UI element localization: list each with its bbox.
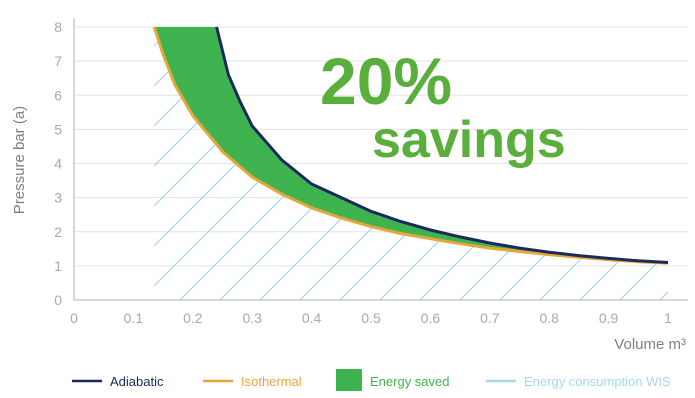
energy-saved-area — [154, 27, 668, 264]
y-tick-label: 0 — [54, 292, 62, 308]
x-tick-label: 0.9 — [599, 310, 619, 326]
savings-word: savings — [372, 111, 566, 169]
legend-item: Energy saved — [336, 369, 450, 391]
y-tick-label: 1 — [54, 258, 62, 274]
y-tick-label: 6 — [54, 87, 62, 103]
legend-item: Adiabatic — [72, 374, 164, 389]
y-tick-label: 7 — [54, 53, 62, 69]
savings-percent: 20% — [320, 44, 452, 118]
y-tick-label: 8 — [54, 19, 62, 35]
hatch-line — [619, 27, 668, 300]
x-tick-labels: 0 0.1 0.2 0.3 0.4 0.5 0.6 0.7 0.8 0.9 1 — [70, 310, 672, 326]
x-tick-label: 0.3 — [242, 310, 262, 326]
x-tick-label: 0.4 — [302, 310, 322, 326]
hatch-line — [0, 0, 60, 300]
x-tick-label: 0 — [70, 310, 78, 326]
x-tick-label: 0.2 — [183, 310, 203, 326]
y-tick-label: 5 — [54, 121, 62, 137]
legend-label: Energy saved — [370, 374, 450, 389]
hatch-line — [579, 27, 668, 300]
legend-label: Adiabatic — [110, 374, 164, 389]
hatch-line — [659, 27, 668, 300]
legend: Adiabatic Isothermal Energy saved Energy co… — [72, 369, 671, 391]
y-tick-labels: 0 1 2 3 4 5 6 7 8 — [54, 19, 62, 308]
adiabatic-line — [215, 26, 669, 264]
legend-label: Isothermal — [241, 374, 302, 389]
y-tick-label: 4 — [54, 156, 62, 172]
y-tick-label: 3 — [54, 190, 62, 206]
x-tick-label: 0.7 — [480, 310, 500, 326]
x-tick-label: 0.8 — [539, 310, 559, 326]
legend-item: Isothermal — [203, 374, 302, 389]
y-tick-label: 2 — [54, 224, 62, 240]
legend-label: Energy consumption WIS — [524, 374, 671, 389]
legend-swatch — [336, 369, 362, 391]
x-tick-label: 1 — [664, 310, 672, 326]
x-tick-label: 0.5 — [361, 310, 381, 326]
legend-item: Energy consumption WIS — [486, 374, 671, 389]
x-axis-label: Volume m³ — [614, 336, 686, 353]
x-tick-label: 0.6 — [421, 310, 441, 326]
x-tick-label: 0.1 — [124, 310, 144, 326]
y-axis-label: Pressure bar (a) — [11, 106, 28, 214]
isothermal-line — [152, 26, 669, 265]
